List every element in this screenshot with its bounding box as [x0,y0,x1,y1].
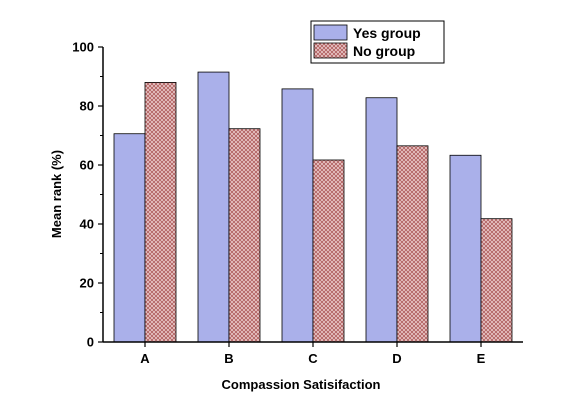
bar-no-group-c [312,159,345,343]
x-ticks-group: A B C D E [140,342,486,366]
y-tick-label: 100 [72,40,94,55]
bar-yes-group-b [197,71,230,343]
bar-no-group-a [144,82,177,343]
x-tick-label: E [477,351,486,366]
legend: Yes group No group [310,20,445,64]
legend-swatch-no-group [313,42,348,59]
y-tick-label: 60 [80,158,94,173]
bar-yes-group-d [365,97,398,343]
bars-group [113,71,513,343]
bar-yes-group-c [281,88,314,343]
x-axis-title: Compassion Satisifaction [222,377,381,392]
y-tick-label: 20 [80,276,94,291]
legend-swatch-yes-group [313,24,348,41]
y-tick-label: 40 [80,217,94,232]
x-tick-label: C [308,351,318,366]
bar-yes-group-a [113,133,146,343]
y-ticks-group: 0 20 40 60 80 100 [72,40,103,350]
y-tick-label: 80 [80,99,94,114]
x-tick-label: A [140,351,150,366]
x-tick-label: B [224,351,233,366]
bar-no-group-d [396,145,429,343]
x-tick-label: D [392,351,401,366]
legend-label-no-group: No group [353,43,415,59]
bar-no-group-b [228,128,261,343]
y-tick-label: 0 [87,335,94,350]
y-axis-title: Mean rank (%) [49,150,64,238]
bar-no-group-e [480,218,513,343]
legend-label-yes-group: Yes group [353,25,421,41]
bar-yes-group-e [449,154,482,343]
